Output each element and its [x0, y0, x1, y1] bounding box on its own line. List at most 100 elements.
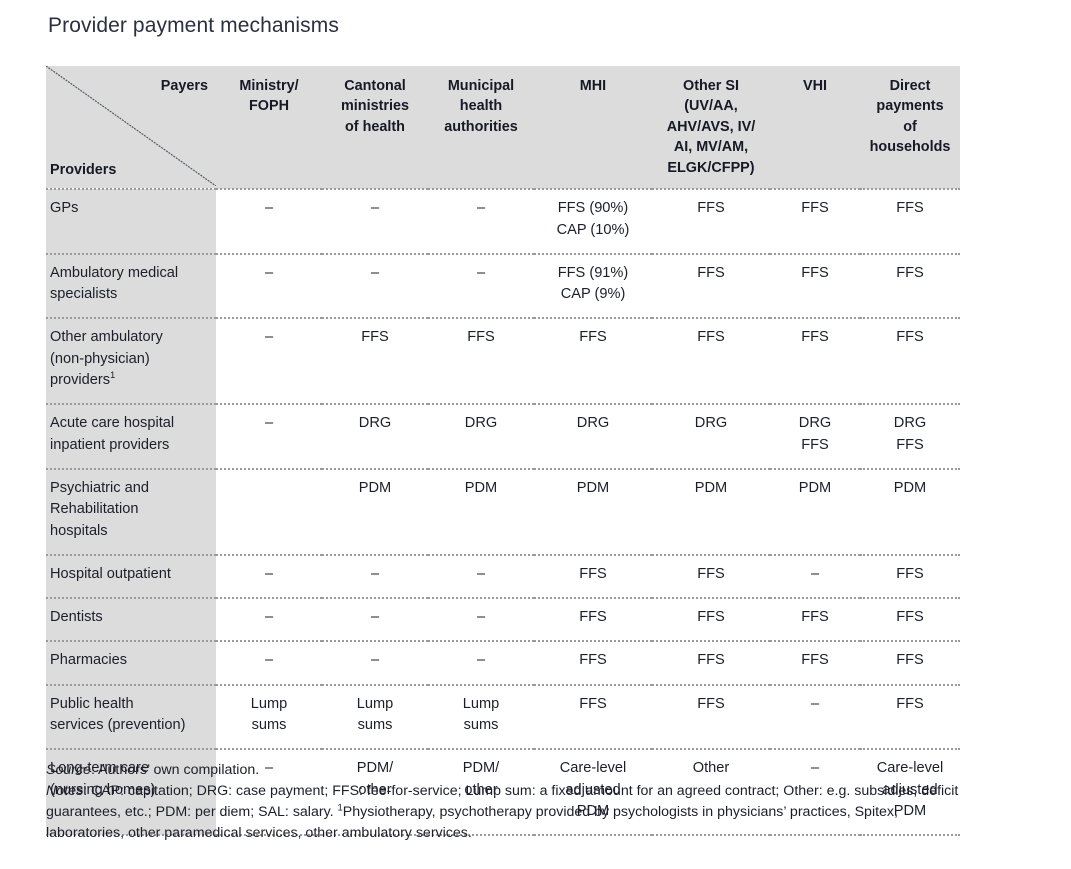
table-cell: –: [322, 641, 428, 686]
table-row: Psychiatric and Rehabilitation hospitals PD…: [46, 468, 960, 556]
table-cell: DRG FFS: [770, 404, 860, 470]
table-row: Acute care hospital inpatient providers – D…: [46, 404, 960, 470]
table-cell-line: FFS: [697, 565, 725, 582]
row-provider-line: Acute care hospital: [50, 415, 175, 432]
table-cell-line: FFS: [896, 200, 924, 217]
table-cell-line: Care-level: [876, 760, 944, 777]
table-cell-line: adjusted: [882, 781, 938, 798]
table-cell-line: FFS (90%): [557, 200, 629, 217]
table-cell: FFS: [428, 318, 534, 406]
table-cell: –: [216, 253, 322, 320]
row-provider-line: specialists: [50, 286, 118, 303]
table-cell: PDM: [428, 468, 534, 556]
table-cell: FFS: [860, 189, 960, 255]
table-cell-line: PDM: [576, 479, 610, 496]
table-cell-line: FFS: [896, 609, 924, 626]
table-cell: FFS: [770, 641, 860, 686]
notes-text: : CAP: capitation; DRG: case payment; FF…: [46, 782, 959, 841]
table-cell: FFS: [860, 641, 960, 686]
table-cell-line: –: [264, 264, 274, 281]
column-header-line: authorities: [444, 118, 518, 135]
source-label: Source: [46, 762, 91, 778]
table-cell: FFS: [860, 598, 960, 643]
row-provider-label: Hospital outpatient: [46, 554, 216, 600]
table-cell-line: DRG: [694, 415, 728, 432]
table-cell: FFS: [860, 554, 960, 600]
table-cell-line: FFS: [579, 695, 607, 712]
table-cell-line: FFS: [896, 695, 924, 712]
row-provider-label: Long-term care (nursing homes): [46, 749, 216, 837]
table-cell: –: [216, 598, 322, 643]
row-provider-label: Public health services (prevention): [46, 684, 216, 751]
table-cell-line: –: [476, 652, 486, 669]
table-cell-line: FFS: [801, 652, 829, 669]
table-cell: –: [322, 598, 428, 643]
row-provider-line: Rehabilitation: [50, 501, 139, 518]
table-row: Pharmacies – – – FFS FFS FFS FFS: [46, 641, 960, 686]
table-cell: FFS: [652, 598, 770, 643]
table-cell-line: FFS (91%): [557, 264, 629, 281]
source-note: Source: Authors’ own compilation.: [46, 760, 976, 781]
row-provider-label: Pharmacies: [46, 641, 216, 686]
column-header-line: health: [459, 98, 503, 115]
table-cell: FFS: [860, 318, 960, 406]
column-header-line: MHI: [579, 78, 607, 94]
row-provider-line: (non-physician): [50, 350, 150, 367]
table-cell-line: FFS: [801, 329, 829, 346]
table-cell: –: [216, 749, 322, 837]
table-row: Public health services (prevention) Lump su…: [46, 684, 960, 751]
table-cell-line: FFS: [801, 264, 829, 281]
row-provider-label: GPs: [46, 189, 216, 255]
table-cell: –: [428, 253, 534, 320]
table-cell: –: [428, 641, 534, 686]
row-provider-line: Dentists: [50, 609, 103, 626]
table-cell: –: [770, 749, 860, 837]
table-cell: –: [322, 554, 428, 600]
table-cell: FFS: [652, 684, 770, 751]
table-cell-line: –: [810, 695, 820, 712]
table-cell-line: –: [264, 652, 274, 669]
table-cell-line: FFS: [579, 652, 607, 669]
column-header-line: (UV/AA,: [684, 98, 738, 115]
table-cell: FFS: [652, 554, 770, 600]
table-row: Long-term care (nursing homes) – PDM/other P…: [46, 749, 960, 837]
table-cell: PDM: [322, 468, 428, 556]
column-header-other-si: Other SI (UV/AA, AHV/AVS, IV/AI, MV/AM, ELG…: [652, 66, 770, 191]
table-cell: DRG: [652, 404, 770, 470]
table-header-row: Payers Providers Ministry/FOPH Cantonal m…: [46, 66, 960, 191]
table-cell-line: Other: [692, 760, 730, 777]
table-cell-line: FFS: [579, 565, 607, 582]
table-cell-line: adjusted: [565, 781, 621, 798]
table-cell: FFS: [770, 253, 860, 320]
footnotes: Source: Authors’ own compilation. Notes:…: [46, 760, 976, 844]
table-cell-line: PDM: [464, 479, 498, 496]
table-cell-line: PDM: [893, 802, 927, 819]
table-cell: Lump sums: [322, 684, 428, 751]
table-cell-line: –: [810, 565, 820, 582]
header-providers-label: Providers: [50, 161, 117, 178]
table-row: Other ambulatory (non-physician) providers…: [46, 318, 960, 406]
table-cell-line: FFS: [896, 329, 924, 346]
column-header-line: VHI: [803, 78, 827, 94]
row-provider-line: providers1: [50, 370, 116, 389]
row-provider-line: inpatient providers: [50, 436, 170, 453]
table-cell: PDM/other: [428, 749, 534, 837]
row-provider-line: hospitals: [50, 522, 108, 539]
table-cell: FFS: [770, 318, 860, 406]
column-header-ministry-foph: Ministry/FOPH: [216, 66, 322, 191]
table-cell-line: FFS: [467, 329, 495, 346]
row-provider-label: Dentists: [46, 598, 216, 643]
table-cell: FFS: [652, 189, 770, 255]
row-provider-label: Psychiatric and Rehabilitation hospitals: [46, 468, 216, 556]
table-cell-line: other: [358, 781, 392, 798]
table-cell: FFS: [652, 253, 770, 320]
table-cell-line: DRG: [893, 415, 927, 432]
table-cell: Care-level adjusted PDM: [534, 749, 652, 837]
table-cell-line: CAP (9%): [560, 286, 626, 303]
table-cell-line: PDM/: [356, 760, 394, 777]
row-provider-line: GPs: [50, 200, 79, 217]
table-cell: PDM: [860, 468, 960, 556]
table-cell-line: –: [370, 652, 380, 669]
column-header-line: FOPH: [249, 98, 289, 115]
